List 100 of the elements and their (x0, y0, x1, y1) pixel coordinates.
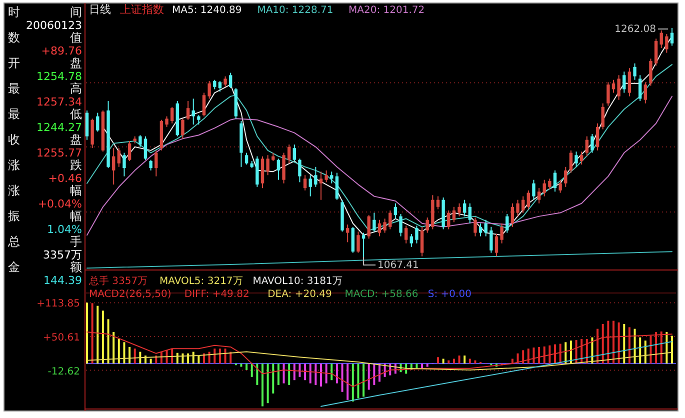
candlestick (548, 178, 552, 190)
bar (548, 345, 551, 364)
candlestick (218, 80, 222, 92)
bar (123, 342, 126, 364)
candlestick (590, 133, 594, 154)
bar (218, 348, 221, 364)
bar (442, 358, 444, 364)
bar (118, 338, 120, 364)
bar (522, 350, 524, 364)
bar (298, 364, 301, 377)
bar (421, 364, 424, 368)
text: 涨幅 (8, 184, 82, 198)
bar (452, 358, 455, 364)
candlestick (186, 100, 190, 120)
candlestick (458, 202, 461, 217)
annotation: 1262.08 (614, 24, 656, 35)
text: 日线 (89, 3, 111, 16)
bar (527, 348, 530, 364)
candlestick (622, 71, 626, 94)
candlestick (122, 152, 126, 177)
text: 最低 (8, 107, 82, 121)
text: 1.04% (47, 222, 82, 236)
line-series (320, 341, 672, 407)
bar (314, 364, 317, 385)
candlestick (665, 33, 668, 54)
bar (214, 348, 216, 364)
bar (623, 324, 626, 364)
bar (102, 310, 104, 364)
bar (639, 337, 642, 364)
candlestick (378, 219, 382, 237)
text: MA5: 1240.89 (172, 5, 242, 16)
candlestick (399, 213, 402, 237)
bar (336, 364, 338, 384)
bar (554, 344, 556, 364)
candlestick (468, 202, 472, 224)
candlestick (314, 166, 318, 188)
bar (532, 348, 535, 364)
y-tick-label: +113.85 (36, 298, 80, 310)
text: 最高 (8, 82, 82, 96)
candlestick (202, 92, 206, 117)
candlestick (436, 196, 440, 210)
bar (368, 364, 370, 390)
bar (330, 364, 333, 380)
candlestick (351, 226, 355, 254)
text: 时间 (8, 5, 82, 19)
bar (357, 364, 360, 398)
candlestick (526, 190, 530, 210)
candlestick (500, 222, 504, 244)
candlestick (580, 151, 584, 166)
candlestick (494, 233, 498, 257)
text: 1255.77 (36, 146, 82, 160)
candlestick (478, 222, 482, 237)
bar (448, 360, 450, 364)
candlestick (367, 214, 370, 240)
candlestick (564, 166, 568, 188)
bar (416, 364, 418, 368)
candlestick (197, 114, 200, 126)
y-tick-label: -12.62 (48, 366, 80, 378)
candlestick (335, 172, 339, 200)
candlestick (574, 151, 578, 168)
candlestick (224, 76, 227, 88)
candlestick (213, 79, 216, 90)
candlestick (181, 118, 184, 140)
bar (134, 348, 136, 364)
text: 总手 (8, 234, 82, 248)
chart-title: 上证指数 (120, 3, 164, 16)
bar (325, 364, 328, 384)
candlestick (537, 188, 541, 204)
candlestick (654, 38, 658, 66)
candlestick (208, 80, 211, 100)
text: +0.46 (48, 172, 82, 185)
bar (112, 332, 115, 364)
bar (256, 364, 258, 385)
y-tick-label: +50.61 (42, 332, 80, 344)
candlestick (165, 116, 168, 128)
bar (666, 332, 668, 364)
bar (671, 336, 673, 364)
candlestick (585, 136, 589, 157)
text: MAVOL5: 3217万 (160, 276, 243, 287)
bar (224, 348, 226, 364)
text: 1244.27 (36, 120, 82, 134)
bar (362, 364, 365, 397)
text: MA10: 1228.71 (257, 5, 334, 16)
bar (564, 342, 567, 364)
candlestick (128, 140, 132, 162)
bar (309, 364, 312, 384)
text: DEA: +20.49 (268, 289, 332, 300)
candlestick (558, 179, 562, 194)
candlestick (266, 154, 270, 176)
bar (341, 364, 344, 392)
candlestick (596, 122, 600, 151)
candlestick (506, 213, 509, 234)
candlestick (85, 110, 89, 140)
candlestick (644, 82, 648, 104)
bar (634, 328, 636, 364)
bar (474, 360, 476, 364)
text: MA20: 1201.72 (348, 5, 425, 16)
bar (150, 358, 152, 364)
candlestick (670, 28, 674, 46)
candlestick (362, 232, 366, 258)
